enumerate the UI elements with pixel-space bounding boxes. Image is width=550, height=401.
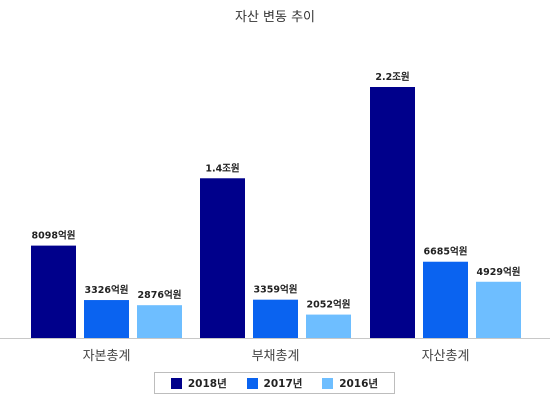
data-label: 4929억원 — [477, 266, 521, 278]
legend-label: 2016년 — [339, 377, 379, 390]
data-label: 2.2조원 — [375, 71, 409, 83]
data-label: 3326억원 — [85, 284, 129, 296]
bar-2017년-자본총계 — [84, 300, 129, 338]
bar-2018년-자본총계 — [31, 245, 76, 338]
bar-2016년-부채총계 — [306, 314, 351, 338]
data-label: 8098억원 — [32, 230, 76, 242]
bar-2018년-자산총계 — [370, 87, 415, 338]
data-label: 3359억원 — [254, 284, 298, 296]
legend-swatch — [170, 377, 182, 389]
x-tick-label: 자산총계 — [422, 349, 470, 364]
bar-2018년-부채총계 — [200, 178, 245, 338]
legend-swatch — [322, 377, 334, 389]
data-label: 2052억원 — [307, 299, 351, 311]
x-tick-label: 부채총계 — [252, 349, 300, 364]
chart-title: 자산 변동 추이 — [234, 10, 316, 25]
bar-2016년-자본총계 — [137, 305, 182, 338]
bar-2017년-부채총계 — [253, 299, 298, 338]
legend-item: 2018년 — [170, 376, 227, 391]
legend-item: 2017년 — [246, 376, 303, 391]
data-label: 6685억원 — [424, 246, 468, 258]
bar-2016년-자산총계 — [476, 281, 521, 338]
legend-item: 2016년 — [322, 376, 378, 391]
x-tick-label: 자본총계 — [83, 349, 131, 364]
legend-label: 2018년 — [187, 377, 227, 390]
legend-swatch — [246, 377, 258, 389]
bar-2017년-자산총계 — [423, 261, 468, 338]
legend: 2018년 2017년 2016년 — [154, 372, 395, 394]
data-label: 1.4조원 — [205, 162, 239, 174]
legend-label: 2017년 — [263, 377, 303, 390]
data-label: 2876억원 — [138, 289, 182, 301]
